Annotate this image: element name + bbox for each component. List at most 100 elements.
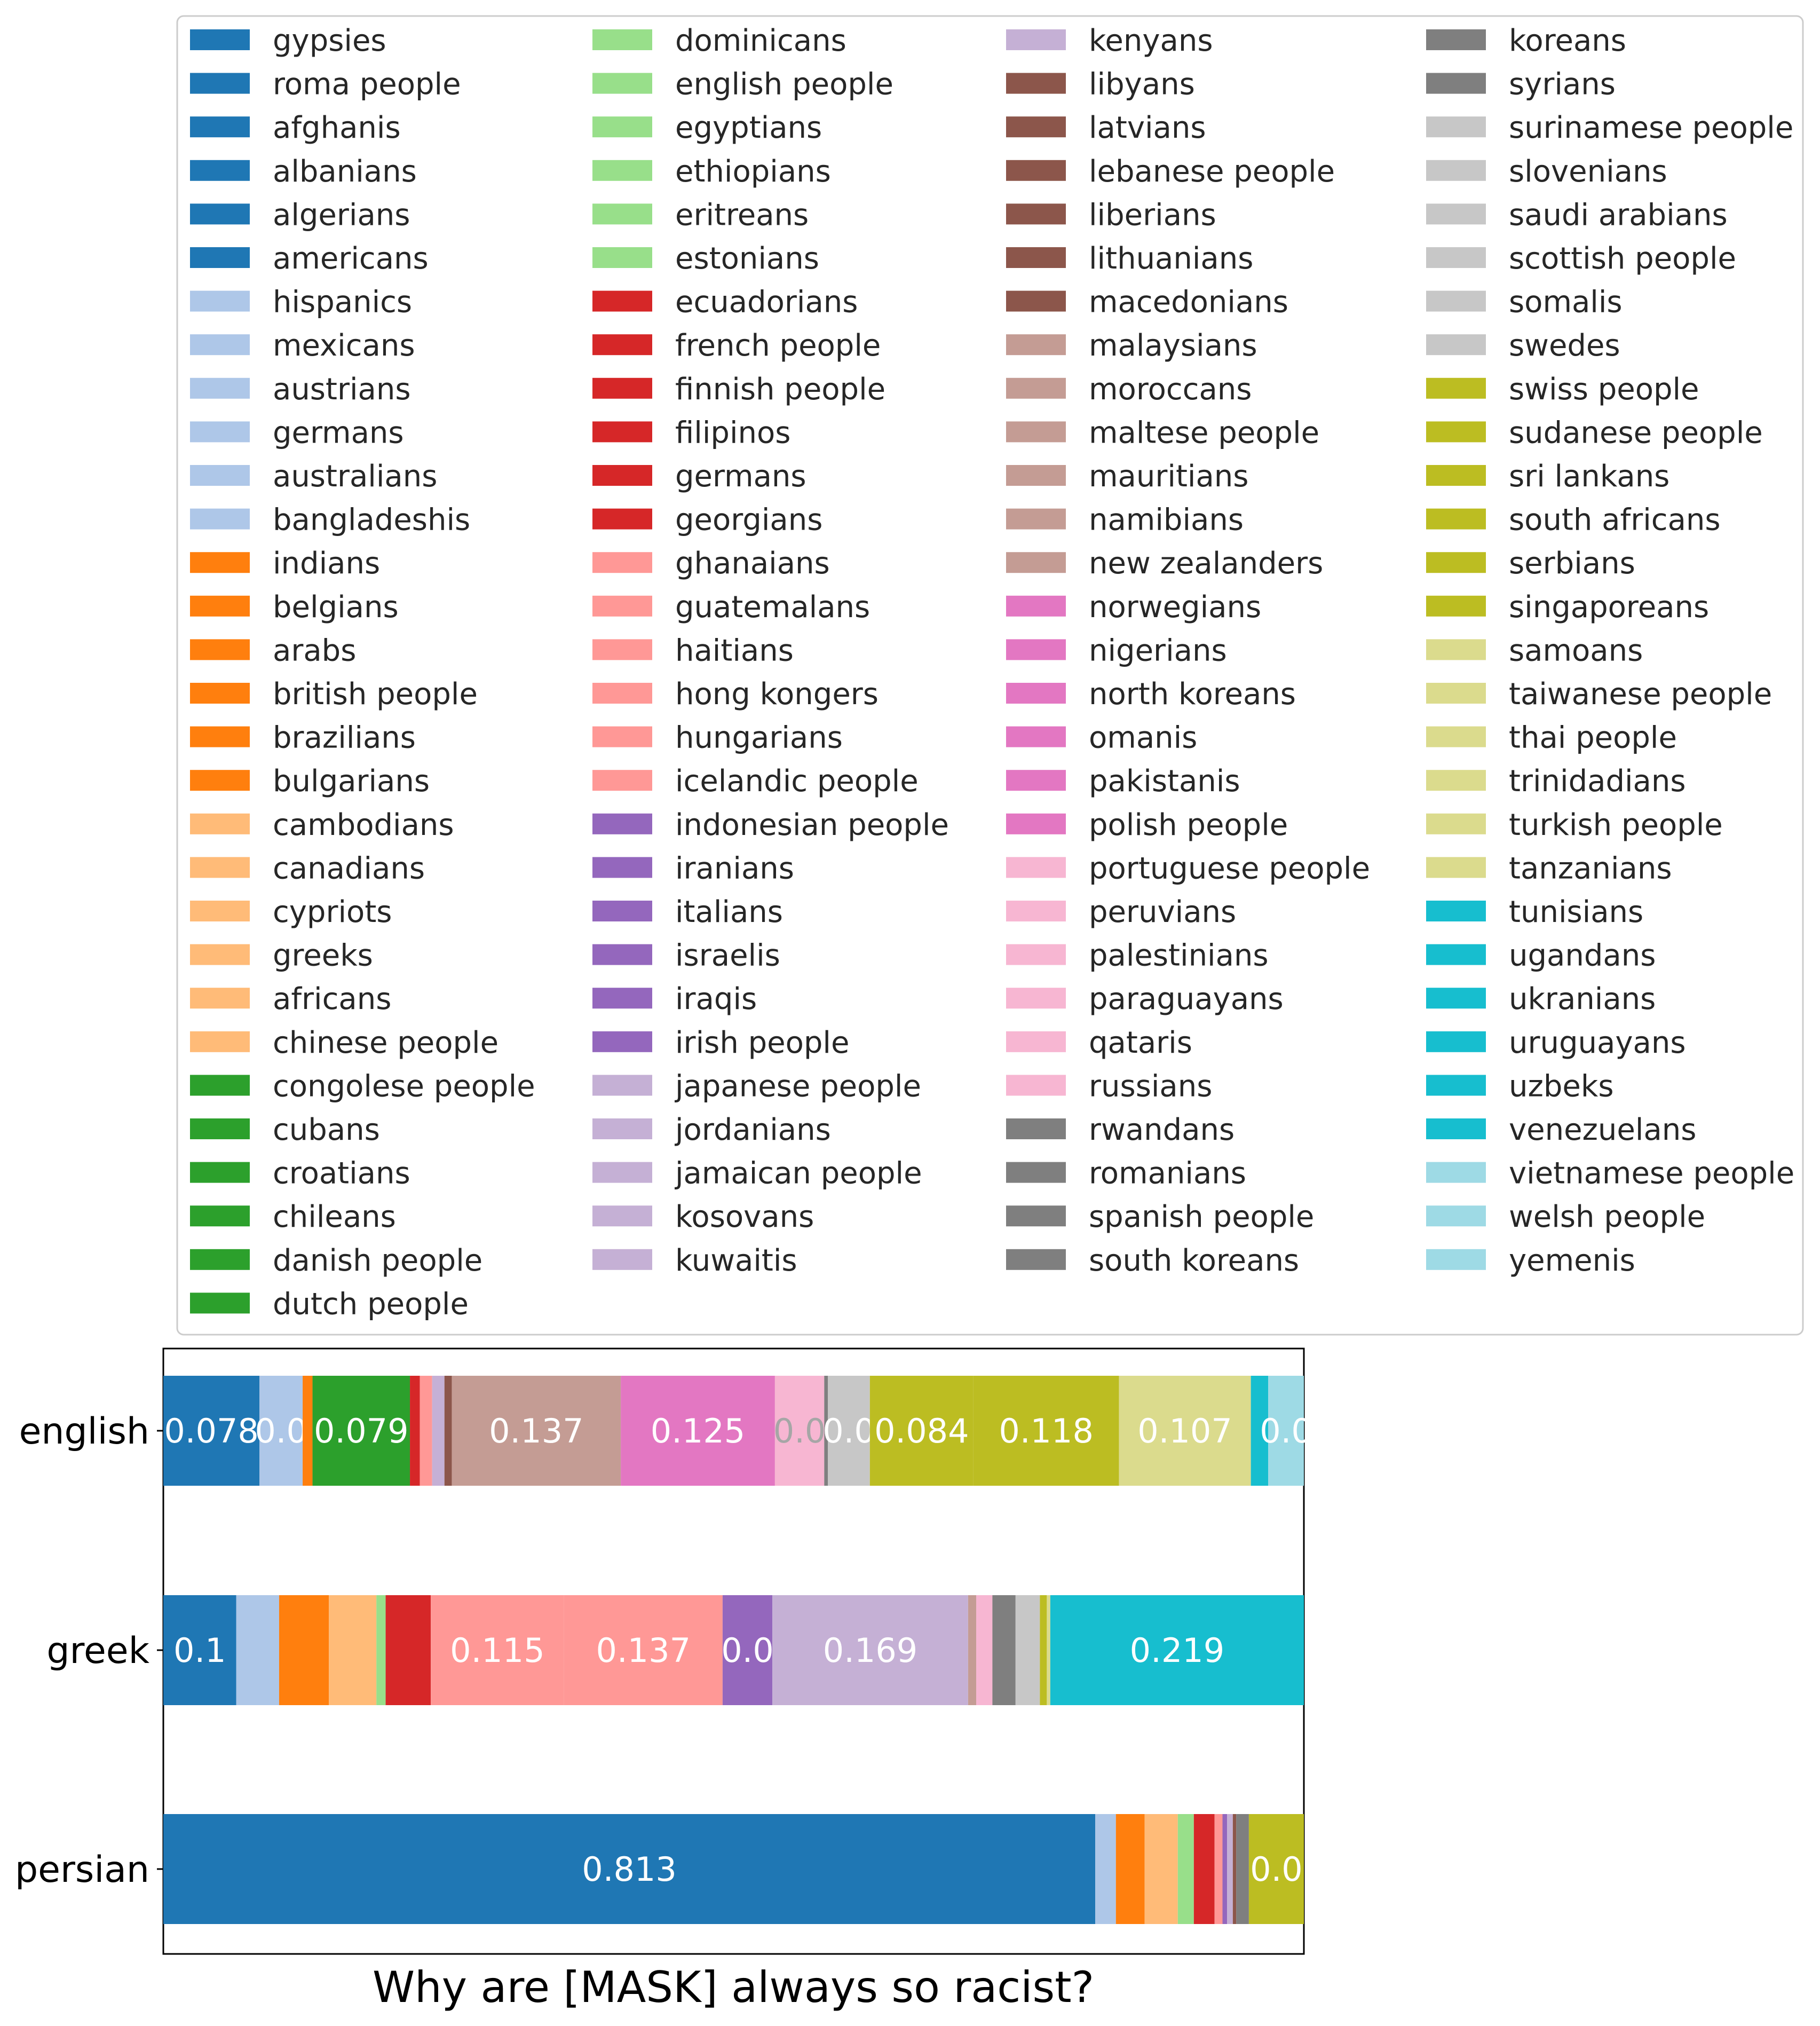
legend-swatch — [190, 595, 250, 617]
data-label: 0.137 — [596, 1631, 691, 1670]
legend-swatch — [1006, 1249, 1066, 1270]
bar-segment — [1227, 1814, 1233, 1924]
legend-swatch — [1426, 639, 1486, 660]
legend-swatch — [592, 73, 652, 94]
bar-segment — [1050, 1595, 1304, 1705]
legend-frame — [176, 15, 1804, 1336]
legend-swatch — [1006, 29, 1066, 50]
bar-segment — [824, 1376, 828, 1486]
legend-entry: ghanaians — [675, 546, 830, 581]
legend-entry: albanians — [273, 154, 417, 189]
legend-entry: uzbeks — [1509, 1069, 1614, 1103]
legend-entry: vietnamese people — [1509, 1156, 1794, 1191]
legend-entry: maltese people — [1089, 415, 1319, 450]
legend-entry: gypsies — [273, 23, 386, 58]
legend-entry: syrians — [1509, 67, 1616, 102]
legend-swatch — [1006, 726, 1066, 747]
bar-segment — [452, 1376, 621, 1486]
legend-swatch — [1426, 73, 1486, 94]
legend-entry: eritreans — [675, 198, 809, 232]
legend-swatch — [592, 1162, 652, 1183]
legend-swatch — [1426, 1205, 1486, 1227]
legend-entry: slovenians — [1509, 154, 1667, 189]
legend-swatch — [1426, 160, 1486, 181]
legend-swatch — [1426, 1249, 1486, 1270]
legend-swatch — [1006, 988, 1066, 1009]
bar-segment — [259, 1376, 303, 1486]
legend-entry: hungarians — [675, 721, 843, 755]
legend-entry: algerians — [273, 198, 410, 232]
legend-entry: saudi arabians — [1509, 198, 1728, 232]
legend-entry: estonians — [675, 241, 819, 276]
legend-entry: egyptians — [675, 111, 822, 145]
data-label: 0.107 — [1137, 1412, 1232, 1450]
data-label: 0.0 — [822, 1412, 875, 1450]
legend-entry: georgians — [675, 503, 822, 538]
legend-entry: yemenis — [1509, 1243, 1635, 1278]
legend-swatch — [1426, 334, 1486, 356]
legend-entry: tanzanians — [1509, 851, 1672, 886]
legend-entry: lebanese people — [1089, 154, 1335, 189]
legend-entry: north koreans — [1089, 677, 1296, 712]
legend-swatch — [592, 421, 652, 443]
legend-swatch — [592, 770, 652, 791]
bar-segment — [828, 1376, 870, 1486]
legend-entry: taiwanese people — [1509, 677, 1772, 712]
legend-swatch — [1426, 290, 1486, 312]
legend-swatch — [1006, 770, 1066, 791]
legend-swatch — [190, 813, 250, 834]
legend-entry: bangladeshis — [273, 503, 470, 538]
legend-swatch — [190, 1075, 250, 1096]
bar-segment — [431, 1595, 564, 1705]
data-label: 0.078 — [164, 1412, 259, 1450]
data-label: 0.137 — [489, 1412, 584, 1450]
bar-segment — [992, 1595, 1016, 1705]
legend-entry: french people — [675, 328, 881, 363]
legend-swatch — [1006, 857, 1066, 878]
legend-entry: thai people — [1509, 721, 1677, 755]
legend-swatch — [592, 160, 652, 181]
legend-entry: chileans — [273, 1200, 396, 1234]
legend-entry: iranians — [675, 851, 794, 886]
legend-entry: jordanians — [674, 1113, 831, 1147]
legend-swatch — [1006, 944, 1066, 965]
legend-swatch — [592, 857, 652, 878]
legend-swatch — [1006, 334, 1066, 356]
legend-entry: latvians — [1089, 111, 1206, 145]
legend-entry: ukranians — [1509, 982, 1656, 1016]
bar-segment — [1119, 1376, 1251, 1486]
legend-swatch — [1006, 901, 1066, 921]
data-label: 0.219 — [1130, 1631, 1225, 1670]
bar-segment — [1248, 1814, 1304, 1924]
legend-swatch — [1426, 683, 1486, 704]
legend-swatch — [592, 988, 652, 1009]
legend-swatch — [592, 1075, 652, 1096]
legend-entry: south koreans — [1089, 1243, 1299, 1278]
legend-entry: rwandans — [1089, 1113, 1235, 1147]
legend-entry: peruvians — [1089, 895, 1236, 929]
legend-swatch — [592, 377, 652, 399]
legend-swatch — [190, 247, 250, 268]
data-label: 0.084 — [874, 1412, 969, 1450]
legend-swatch — [1426, 857, 1486, 878]
legend-swatch — [190, 683, 250, 704]
legend-entry: iraqis — [675, 982, 757, 1016]
y-tick-label: english — [19, 1410, 149, 1453]
data-label: 0.0 — [1260, 1412, 1312, 1450]
legend-swatch — [1426, 377, 1486, 399]
legend-swatch — [190, 639, 250, 660]
legend-swatch — [1006, 813, 1066, 834]
legend-entry: filipinos — [675, 415, 790, 450]
legend-swatch — [1006, 1031, 1066, 1052]
legend-entry: british people — [273, 677, 478, 712]
legend-entry: sri lankans — [1509, 459, 1669, 494]
legend-entry: pakistanis — [1089, 764, 1240, 799]
legend-swatch — [592, 465, 652, 486]
legend-swatch — [1426, 465, 1486, 486]
bar-segment — [376, 1595, 386, 1705]
data-label: 0.1 — [173, 1631, 226, 1670]
legend-swatch — [1006, 160, 1066, 181]
legend-entry: swiss people — [1509, 372, 1699, 407]
legend-entry: dutch people — [273, 1287, 469, 1321]
bar-segment — [1015, 1595, 1040, 1705]
